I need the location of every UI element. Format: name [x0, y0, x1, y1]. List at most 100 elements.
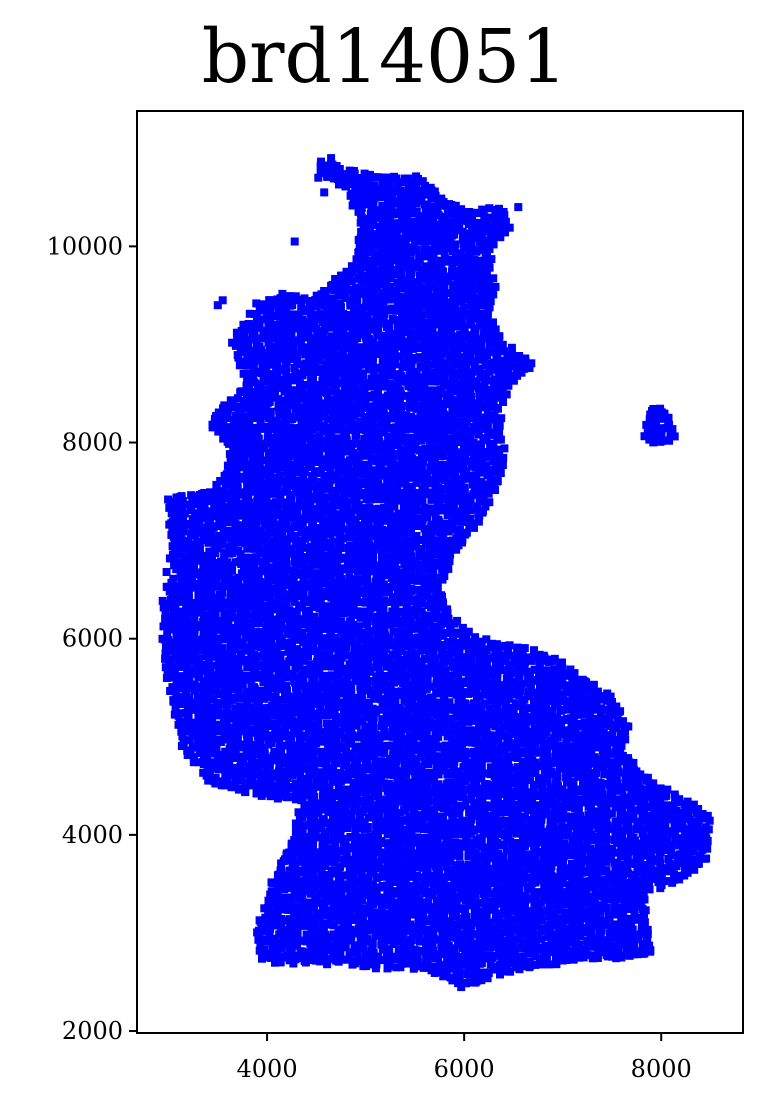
data-point [369, 949, 378, 957]
data-point [276, 411, 285, 420]
data-point [197, 682, 206, 691]
data-point [352, 469, 361, 478]
data-point [271, 752, 280, 761]
data-point [236, 763, 245, 771]
data-point [358, 752, 367, 761]
data-point [367, 805, 376, 814]
data-point [407, 585, 416, 593]
data-point [374, 952, 383, 961]
data-point [311, 296, 320, 305]
data-point [399, 304, 407, 313]
data-point [255, 652, 264, 661]
data-point [332, 359, 341, 368]
data-point [290, 364, 299, 372]
data-point [163, 630, 172, 639]
data-point [343, 880, 352, 889]
data-point [296, 442, 305, 451]
data-point [273, 371, 282, 380]
data-point [319, 788, 328, 797]
data-point [309, 919, 318, 928]
data-point [377, 253, 385, 262]
data-point [212, 745, 221, 754]
data-point [322, 493, 331, 502]
data-point [369, 801, 378, 810]
data-point [365, 587, 374, 596]
data-point [325, 648, 334, 657]
data-point [418, 898, 427, 907]
data-point [401, 838, 410, 847]
data-point [315, 383, 324, 391]
data-point [260, 782, 269, 790]
data-point [249, 375, 258, 384]
data-point [331, 412, 340, 421]
data-point [327, 912, 336, 921]
data-point [314, 392, 323, 401]
data-point [178, 693, 187, 702]
data-point [299, 324, 308, 333]
data-point [182, 578, 191, 587]
data-point [342, 344, 351, 353]
data-point [348, 731, 357, 740]
data-point [213, 674, 222, 683]
data-point [320, 850, 329, 858]
data-point [348, 788, 357, 797]
data-point [311, 363, 320, 372]
data-point [283, 574, 292, 583]
data-point [322, 676, 331, 685]
data-point [316, 636, 325, 645]
data-point [163, 668, 172, 677]
data-point [364, 659, 373, 668]
data-point [308, 809, 317, 818]
data-point [304, 606, 313, 615]
data-point [412, 682, 421, 691]
data-point [296, 852, 305, 861]
data-point [389, 732, 398, 741]
data-point [206, 691, 215, 700]
data-point [325, 582, 334, 591]
data-point [190, 632, 199, 641]
data-point [350, 671, 359, 680]
data-point [309, 804, 318, 813]
data-point [329, 810, 338, 819]
data-point [325, 857, 334, 866]
data-point [235, 752, 244, 761]
data-point [370, 908, 379, 917]
data-point [299, 526, 308, 535]
data-point [242, 671, 251, 680]
data-point [407, 558, 415, 567]
data-point [326, 750, 335, 759]
data-point [178, 672, 187, 681]
data-point [246, 623, 255, 632]
data-point [174, 518, 183, 527]
data-point [372, 283, 381, 292]
data-point [374, 623, 383, 632]
data-point [294, 373, 303, 382]
data-point [327, 606, 336, 615]
data-point [365, 391, 374, 400]
data-point [316, 833, 325, 842]
data-point [284, 703, 293, 712]
data-point [288, 771, 297, 780]
data-point [343, 898, 352, 907]
data-point [402, 483, 411, 492]
data-point [241, 614, 250, 622]
data-point [342, 498, 351, 507]
data-point [337, 575, 346, 583]
data-point [370, 612, 379, 621]
data-point [256, 315, 265, 324]
data-point [245, 395, 254, 404]
data-point [340, 761, 349, 770]
data-point [236, 605, 245, 614]
data-point [393, 677, 401, 686]
data-point [372, 561, 381, 570]
data-point [278, 477, 287, 485]
data-point [396, 730, 405, 739]
data-point [326, 476, 335, 485]
data-point [363, 909, 372, 918]
data-point [396, 186, 405, 195]
data-point [385, 208, 394, 217]
data-point [347, 794, 356, 803]
data-point [308, 525, 317, 534]
data-point [376, 542, 385, 551]
data-point [190, 560, 198, 569]
